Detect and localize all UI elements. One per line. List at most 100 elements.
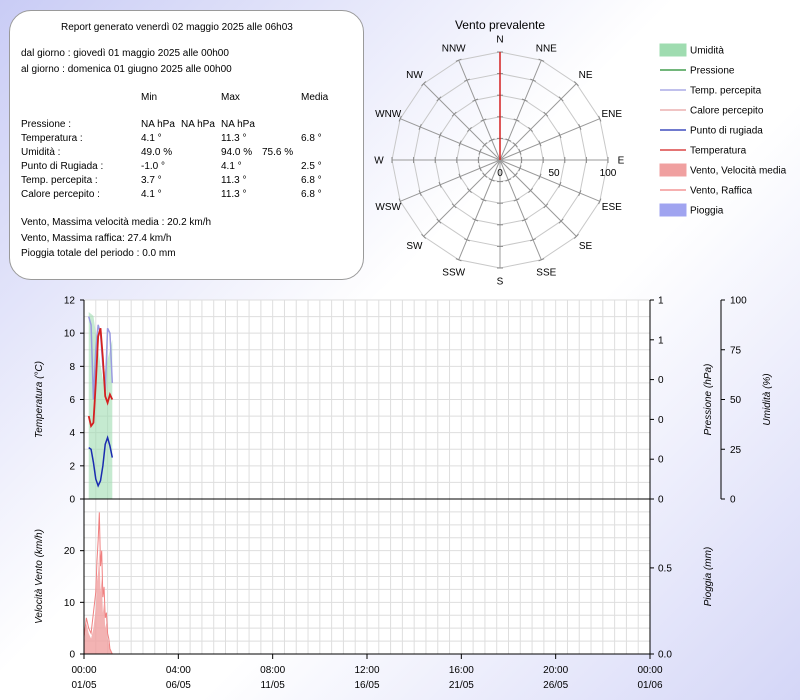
wind-rose-spoke xyxy=(400,159,501,202)
time-series-charts: 0 2 4 6 8 10 12 Temperatura (°C) 0 0 0 0 1 1 Pressione… xyxy=(34,296,773,692)
wind-rose-tick xyxy=(458,173,462,180)
wind-rose-radial-tick: 0 xyxy=(497,168,503,179)
wind-rose-tick xyxy=(598,198,602,205)
wind-rose-direction-label: WSW xyxy=(375,202,401,213)
x-tick-date-label: 01/06 xyxy=(637,680,662,691)
wind-rose-tick xyxy=(438,132,442,139)
wind-rose-tick xyxy=(518,165,522,172)
row-label: Calore percepito : xyxy=(21,189,100,200)
y-tick-label: 20 xyxy=(64,546,76,557)
wind-rose-tick xyxy=(598,115,602,122)
wind-rose-direction-label: NE xyxy=(579,70,593,81)
humidity-tick-label: 75 xyxy=(730,345,742,356)
wind-rose-tick xyxy=(480,198,487,202)
y-tick-label: 6 xyxy=(69,395,75,406)
wind-rose-tick xyxy=(505,138,512,142)
wind-max-gust: Vento, Massima raffica: 27.4 km/h xyxy=(21,233,172,244)
report-from-date: dal giorno : giovedì 01 maggio 2025 alle… xyxy=(21,48,229,59)
wind-rose-tick xyxy=(455,58,462,62)
wind-rose-tick xyxy=(488,178,495,182)
series-vento-media xyxy=(84,550,113,654)
wind-rose-tick xyxy=(451,111,457,117)
y-tick-label: 8 xyxy=(69,362,75,373)
wind-rose-tick xyxy=(528,126,534,132)
wind-rose-tick xyxy=(466,188,472,194)
wind-rose-tick xyxy=(558,132,562,139)
wind-rose-direction-label: NNE xyxy=(536,44,557,55)
wind-rose-spoke xyxy=(423,83,501,161)
wind-rose-tick xyxy=(538,173,542,180)
series-temperatura xyxy=(87,327,114,429)
wind-rose-tick xyxy=(455,258,462,262)
row-min: 3.7 ° xyxy=(141,175,162,186)
wind-rose-tick xyxy=(463,238,470,242)
row-min: 49.0 % xyxy=(141,147,173,158)
row-max: 4.1 ° xyxy=(221,161,242,172)
row-avg: 2.5 ° xyxy=(301,161,322,172)
wind-rose-tick xyxy=(482,172,488,178)
x-tick-time-label: 20:00 xyxy=(543,665,568,676)
humidity-tick-label: 100 xyxy=(730,296,747,307)
y-axis-title: Temperatura (°C) xyxy=(34,361,45,438)
x-tick-time-label: 12:00 xyxy=(354,665,379,676)
humidity-tick-label: 0 xyxy=(730,495,736,506)
wind-rose-direction-label: SSW xyxy=(442,267,465,278)
wind-rose-direction-label: SSE xyxy=(536,267,556,278)
wind-rose-tick xyxy=(436,96,442,102)
row-max: 94.0 % xyxy=(221,147,253,158)
legend-label: Punto di rugiada xyxy=(690,126,763,137)
wind-rose-direction-label: SE xyxy=(579,241,593,252)
wind-rose-tick xyxy=(538,140,542,147)
wind-rose-spoke xyxy=(499,118,600,161)
wind-rose-direction-label: SW xyxy=(406,241,423,252)
wind-rose-tick xyxy=(505,178,512,182)
rain-tick-label: 0.0 xyxy=(658,650,672,661)
wind-rose-direction-label: E xyxy=(618,156,625,167)
pressure-tick-label: 0 xyxy=(658,415,664,426)
wind-rose-tick xyxy=(463,78,470,82)
wind-rose-tick xyxy=(578,190,582,197)
x-tick-date-label: 21/05 xyxy=(449,680,474,691)
legend-label: Umidità xyxy=(690,46,724,57)
wind-rose-tick xyxy=(530,78,537,82)
wind-rose-tick xyxy=(538,258,545,262)
legend-swatch xyxy=(659,163,687,177)
wind-rose-tick xyxy=(421,81,427,87)
wind-max-avg: Vento, Massima velocità media : 20.2 km/… xyxy=(21,217,212,228)
wind-rose-tick xyxy=(530,238,537,242)
pressure-tick-label: 1 xyxy=(658,296,664,307)
legend-label: Temp. percepita xyxy=(690,86,762,97)
row-label: Pressione : xyxy=(21,119,72,130)
pressure-tick-label: 0 xyxy=(658,455,664,466)
col-max-header: Max xyxy=(221,92,240,103)
x-tick-date-label: 01/05 xyxy=(71,680,96,691)
y-tick-label: 10 xyxy=(64,598,76,609)
x-tick-time-label: 16:00 xyxy=(449,665,474,676)
wind-rose-tick xyxy=(558,218,564,224)
wind-rose-tick xyxy=(513,118,520,122)
report-to-date: al giorno : domenica 01 giugno 2025 alle… xyxy=(21,64,232,75)
wind-rose-tick xyxy=(398,198,402,205)
y-tick-label: 0 xyxy=(69,495,75,506)
wind-rose-tick xyxy=(528,188,534,194)
wind-rose-direction-label: S xyxy=(497,277,504,288)
wind-rose-tick xyxy=(573,81,579,87)
wind-rose-tick xyxy=(543,203,549,209)
wind-rose-tick xyxy=(558,96,564,102)
x-tick-time-label: 00:00 xyxy=(637,665,662,676)
y-tick-label: 12 xyxy=(64,296,76,307)
row-min: 4.1 ° xyxy=(141,133,162,144)
row-min: -1.0 ° xyxy=(141,161,166,172)
wind-rose-tick xyxy=(512,142,518,148)
series-punto-rugiada xyxy=(88,435,114,488)
wind-rose-tick xyxy=(488,138,495,142)
x-tick-time-label: 08:00 xyxy=(260,665,285,676)
wind-rose-tick xyxy=(538,58,545,62)
legend-label: Temperatura xyxy=(690,146,747,157)
wind-rose-tick xyxy=(482,142,488,148)
humidity-tick-label: 25 xyxy=(730,445,742,456)
wind-rose-radial-tick: 100 xyxy=(600,168,617,179)
wind-rose-direction-label: W xyxy=(374,156,384,167)
pressure-tick-label: 1 xyxy=(658,335,664,346)
